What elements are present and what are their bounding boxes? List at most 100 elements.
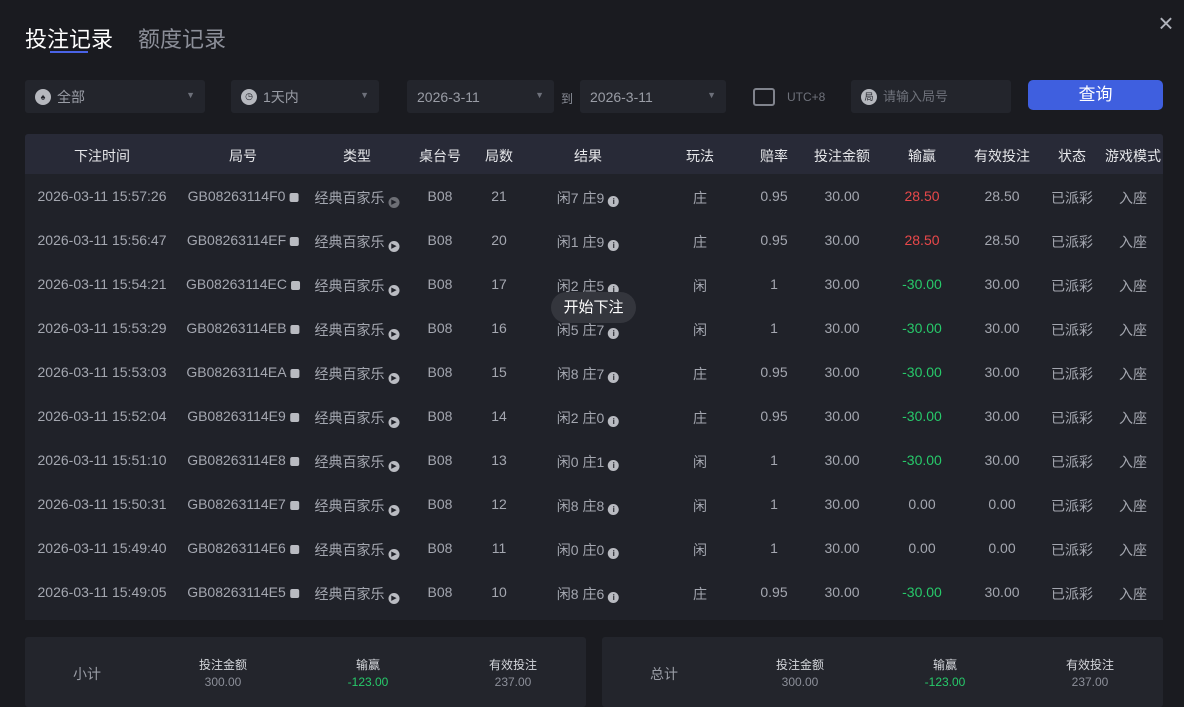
num-text: 20 bbox=[491, 232, 507, 248]
cell-win: -30.00 bbox=[902, 452, 942, 468]
table-row[interactable]: 2026-03-11 15:51:10 GB08263114E8 经典百家乐 ▶ B08… bbox=[25, 438, 1163, 482]
table-row[interactable]: 2026-03-11 15:53:03 GB08263114EA 经典百家乐 ▶ B08… bbox=[25, 350, 1163, 394]
copy-icon[interactable] bbox=[289, 413, 299, 422]
play-icon[interactable]: ▶ bbox=[388, 549, 400, 560]
cell-time: 2026-03-11 15:52:04 bbox=[38, 408, 167, 424]
copy-icon[interactable] bbox=[290, 281, 300, 290]
table-row[interactable]: 2026-03-11 15:56:47 GB08263114EF 经典百家乐 ▶ B08… bbox=[25, 218, 1163, 262]
column-header: 游戏模式 bbox=[1105, 148, 1161, 164]
mode-text: 入座 bbox=[1119, 454, 1147, 470]
valid-text: 30.00 bbox=[984, 452, 1020, 468]
tab-bet-records[interactable]: 投注记录 bbox=[25, 27, 114, 52]
date-from-select[interactable]: 2026-3-11 ▼ bbox=[407, 80, 554, 113]
query-button[interactable]: 查询 bbox=[1028, 80, 1163, 110]
cell-mode: 入座 bbox=[1119, 364, 1147, 384]
num-text: 16 bbox=[491, 320, 507, 336]
round-input[interactable] bbox=[883, 89, 1003, 104]
copy-icon[interactable] bbox=[289, 545, 299, 554]
play-icon[interactable]: ▶ bbox=[388, 329, 400, 340]
info-icon[interactable]: i bbox=[608, 240, 620, 251]
cell-num: 14 bbox=[491, 408, 507, 424]
table-row[interactable]: 2026-03-11 15:54:21 GB08263114EC 经典百家乐 ▶ B08… bbox=[25, 262, 1163, 306]
result-text: 闲2 庄5 bbox=[556, 278, 605, 294]
play-icon[interactable]: ▶ bbox=[388, 593, 400, 604]
cell-win: 28.50 bbox=[904, 232, 939, 248]
copy-icon[interactable] bbox=[289, 501, 299, 510]
info-icon[interactable]: i bbox=[608, 284, 620, 295]
chevron-down-icon: ▼ bbox=[360, 90, 369, 100]
round-search-field[interactable]: 局 bbox=[851, 80, 1011, 113]
tooltip: 开始下注 bbox=[551, 292, 636, 323]
close-icon[interactable]: × bbox=[1158, 8, 1174, 38]
table-row[interactable]: 2026-03-11 15:50:31 GB08263114E7 经典百家乐 ▶ B08… bbox=[25, 482, 1163, 526]
table-row[interactable]: 2026-03-11 15:52:04 GB08263114E9 经典百家乐 ▶ B08… bbox=[25, 394, 1163, 438]
game-select[interactable]: ♠ 全部 ▼ bbox=[25, 80, 205, 113]
info-icon[interactable]: i bbox=[608, 548, 620, 559]
valid-text: 0.00 bbox=[988, 540, 1016, 556]
cell-amount: 30.00 bbox=[824, 584, 859, 600]
cell-type: 经典百家乐 ▶ bbox=[315, 584, 400, 604]
mode-text: 入座 bbox=[1119, 366, 1147, 382]
subtotal-amount-label: 投注金额 bbox=[198, 658, 248, 672]
info-icon[interactable]: i bbox=[608, 416, 620, 427]
play-text: 闲 bbox=[693, 498, 707, 514]
amount-text: 30.00 bbox=[824, 584, 860, 600]
cell-table: B08 bbox=[428, 188, 453, 204]
cell-round: GB08263114EB bbox=[186, 320, 300, 336]
cell-round: GB08263114F0 bbox=[188, 188, 299, 204]
mode-text: 入座 bbox=[1119, 278, 1147, 294]
info-icon[interactable]: i bbox=[608, 328, 620, 339]
cell-odds: 1 bbox=[770, 540, 778, 556]
copy-icon[interactable] bbox=[290, 237, 300, 246]
table-row[interactable]: 2026-03-11 15:57:26 GB08263114F0 经典百家乐 ▶ B08… bbox=[25, 174, 1163, 218]
table-text: B08 bbox=[427, 496, 453, 512]
cell-type: 经典百家乐 ▶ bbox=[315, 276, 400, 296]
range-select[interactable]: ◷ 1天内 ▼ bbox=[231, 80, 379, 113]
play-icon[interactable]: ▶ bbox=[388, 197, 400, 208]
table-text: B08 bbox=[427, 408, 453, 424]
subtotal-valid-label: 有效投注 bbox=[488, 658, 538, 672]
info-icon[interactable]: i bbox=[608, 196, 620, 207]
info-icon[interactable]: i bbox=[608, 460, 620, 471]
info-icon[interactable]: i bbox=[608, 372, 620, 383]
cell-result: 闲7 庄9 i bbox=[557, 188, 620, 208]
table-row[interactable]: 2026-03-11 15:49:05 GB08263114E5 经典百家乐 ▶ B08… bbox=[25, 570, 1163, 614]
play-icon[interactable]: ▶ bbox=[388, 417, 400, 428]
odds-text: 1 bbox=[770, 452, 778, 468]
copy-icon[interactable] bbox=[290, 325, 300, 334]
tab-credit-records[interactable]: 额度记录 bbox=[138, 27, 227, 52]
copy-icon[interactable] bbox=[289, 193, 299, 202]
copy-icon[interactable] bbox=[290, 369, 300, 378]
date-to-select[interactable]: 2026-3-11 ▼ bbox=[580, 80, 726, 113]
cell-time: 2026-03-11 15:53:29 bbox=[38, 320, 167, 336]
cell-num: 12 bbox=[491, 496, 507, 512]
cell-odds: 1 bbox=[770, 276, 778, 292]
play-icon[interactable]: ▶ bbox=[388, 461, 400, 472]
calendar-icon[interactable] bbox=[753, 88, 775, 106]
win-text: -30.00 bbox=[902, 364, 942, 380]
play-icon[interactable]: ▶ bbox=[388, 285, 400, 296]
cell-odds: 1 bbox=[770, 320, 778, 336]
time-text: 2026-03-11 15:51:10 bbox=[37, 452, 167, 468]
num-text: 13 bbox=[491, 452, 507, 468]
type-text: 经典百家乐 bbox=[314, 278, 385, 294]
info-icon[interactable]: i bbox=[608, 592, 620, 603]
cell-valid: 30.00 bbox=[984, 364, 1019, 380]
play-icon[interactable]: ▶ bbox=[388, 241, 400, 252]
odds-text: 0.95 bbox=[760, 364, 788, 380]
table-row[interactable]: 2026-03-11 15:53:29 GB08263114EB 经典百家乐 ▶ B08… bbox=[25, 306, 1163, 350]
amount-text: 30.00 bbox=[824, 496, 860, 512]
cell-status: 已派彩 bbox=[1051, 540, 1093, 560]
copy-icon[interactable] bbox=[289, 589, 299, 598]
play-icon[interactable]: ▶ bbox=[388, 505, 400, 516]
play-icon[interactable]: ▶ bbox=[388, 373, 400, 384]
copy-icon[interactable] bbox=[289, 457, 299, 466]
subtotal-panel: 小计 投注金额 300.00 输赢 -123.00 有效投注 237.00 bbox=[25, 637, 586, 707]
result-text: 闲0 庄1 bbox=[556, 454, 605, 470]
table-row[interactable]: 2026-03-11 15:49:40 GB08263114E6 经典百家乐 ▶ B08… bbox=[25, 526, 1163, 570]
column-header: 桌台号 bbox=[419, 148, 461, 164]
info-icon[interactable]: i bbox=[608, 504, 620, 515]
round-text: GB08263114E5 bbox=[187, 584, 286, 600]
win-text: 28.50 bbox=[904, 232, 940, 248]
mode-text: 入座 bbox=[1119, 234, 1147, 250]
